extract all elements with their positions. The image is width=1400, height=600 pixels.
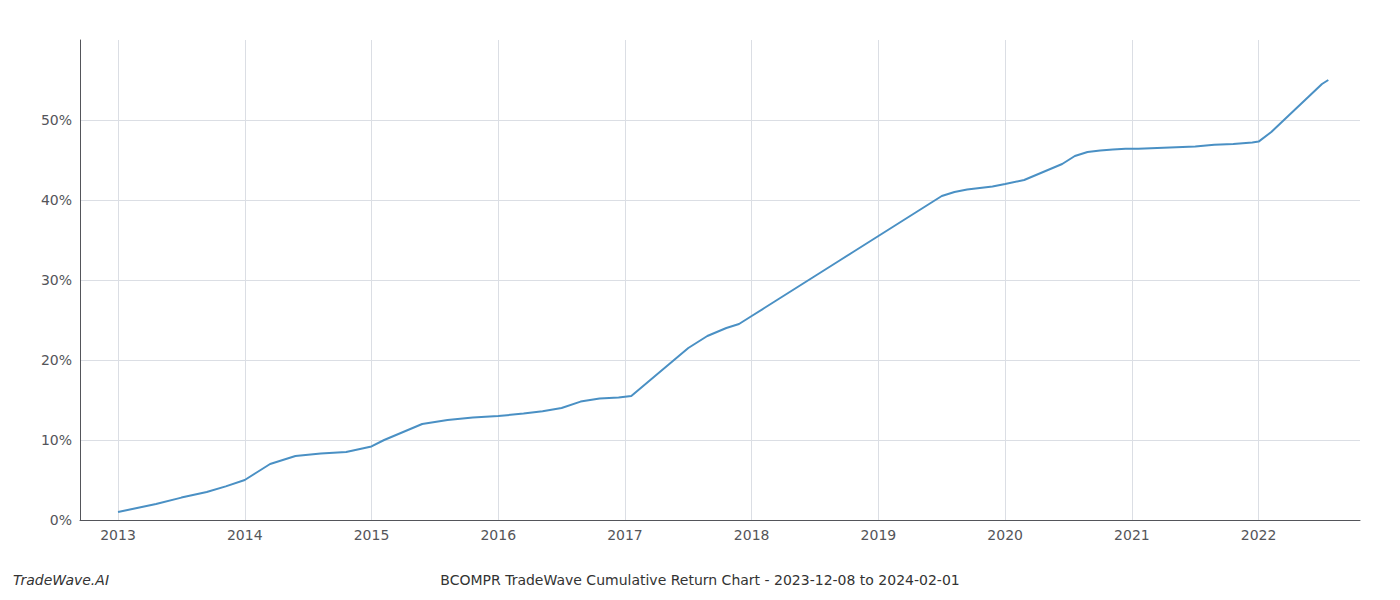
- svg-text:2014: 2014: [227, 527, 263, 543]
- svg-text:30%: 30%: [41, 272, 72, 288]
- svg-text:2017: 2017: [607, 527, 643, 543]
- svg-text:40%: 40%: [41, 192, 72, 208]
- svg-text:2020: 2020: [987, 527, 1023, 543]
- svg-text:2022: 2022: [1241, 527, 1277, 543]
- svg-text:2019: 2019: [861, 527, 897, 543]
- svg-text:2013: 2013: [100, 527, 136, 543]
- svg-text:BCOMPR TradeWave Cumulative Re: BCOMPR TradeWave Cumulative Return Chart…: [440, 572, 959, 588]
- svg-text:TradeWave.AI: TradeWave.AI: [13, 572, 109, 588]
- svg-text:2016: 2016: [480, 527, 516, 543]
- svg-text:2018: 2018: [734, 527, 770, 543]
- svg-text:2015: 2015: [354, 527, 390, 543]
- svg-text:2021: 2021: [1114, 527, 1150, 543]
- svg-text:0%: 0%: [50, 512, 72, 528]
- svg-text:10%: 10%: [41, 432, 72, 448]
- svg-text:20%: 20%: [41, 352, 72, 368]
- svg-text:50%: 50%: [41, 112, 72, 128]
